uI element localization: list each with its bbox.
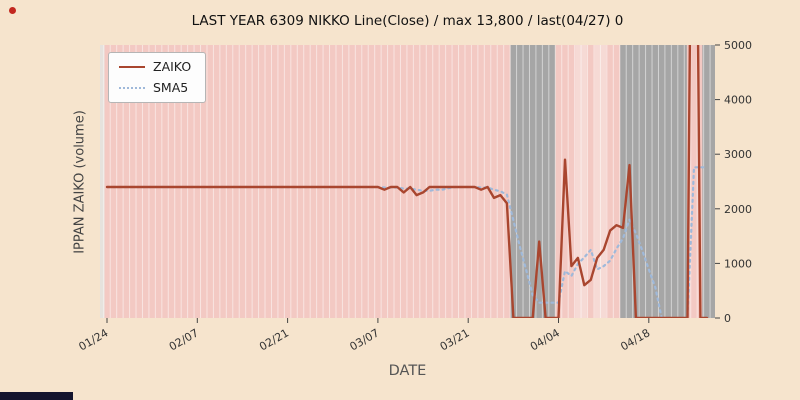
x-tick-label: 02/07	[167, 326, 201, 353]
band	[702, 45, 715, 318]
legend: ZAIKO SMA5	[108, 52, 207, 103]
y-tick-label: 5000	[724, 39, 752, 52]
y-axis-label: IPPAN ZAIKO (volume)	[72, 110, 88, 254]
x-tick-label: 04/18	[618, 326, 652, 353]
y-tick-label: 4000	[724, 94, 752, 107]
y-tick-label: 1000	[724, 257, 752, 270]
x-tick-label: 01/24	[77, 326, 111, 353]
chart-title: LAST YEAR 6309 NIKKO Line(Close) / max 1…	[191, 13, 624, 29]
x-tick-label: 03/21	[438, 326, 472, 353]
zaiko-line-swatch	[119, 66, 145, 69]
legend-label-sma5: SMA5	[153, 79, 189, 95]
series-line-zaiko	[105, 45, 709, 318]
axis-ticks: 01/24 02/07 02/21 03/07 03/21 04/04 04/18 0 1000…	[77, 39, 752, 353]
legend-item-zaiko: ZAIKO	[119, 59, 192, 74]
x-tick-label: 04/04	[528, 326, 562, 353]
series-lines	[105, 45, 709, 318]
bottom-left-bar	[0, 392, 73, 400]
sma5-line-swatch	[119, 86, 145, 89]
band	[100, 45, 105, 318]
band	[510, 45, 556, 318]
record-dot-icon	[9, 7, 16, 14]
legend-label-zaiko: ZAIKO	[153, 59, 192, 74]
x-axis-label: DATE	[388, 363, 427, 379]
y-tick-label: 0	[724, 312, 731, 325]
x-tick-label: 02/21	[257, 326, 291, 353]
legend-item-sma5: SMA5	[119, 79, 191, 95]
x-tick-label: 03/07	[347, 326, 381, 353]
y-tick-label: 3000	[724, 148, 752, 161]
y-tick-label: 2000	[724, 203, 752, 216]
